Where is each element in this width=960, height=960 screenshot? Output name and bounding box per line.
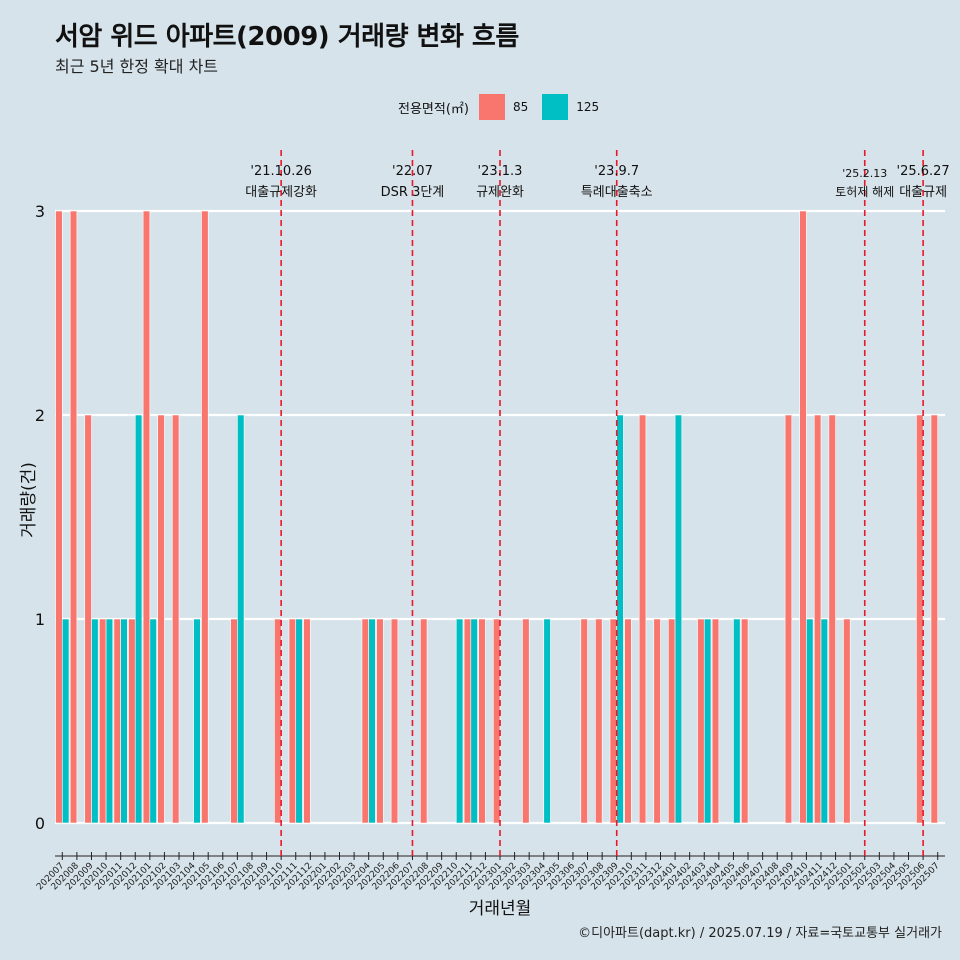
bar-125-202204	[368, 618, 376, 824]
bar-85-202307	[580, 618, 588, 824]
event-label-202502: 토허제 해제	[835, 185, 894, 199]
y-tick-label: 3	[35, 202, 45, 221]
bar-125-202009	[91, 618, 99, 824]
event-date-202207: '22.07	[392, 164, 433, 179]
bar-125-202104	[193, 618, 201, 824]
bar-85-202110	[274, 618, 282, 824]
bar-85-202406	[741, 618, 749, 824]
legend-label-125: 125	[576, 100, 600, 114]
bar-85-202312	[653, 618, 661, 824]
event-label-202301: 규제완화	[476, 185, 524, 200]
legend: 전용면적(㎡) 85 125	[398, 94, 603, 120]
bar-85-202310	[624, 618, 632, 824]
bar-85-202301	[492, 618, 501, 824]
event-label-202110: 대출규제강화	[245, 185, 317, 200]
bar-85-202409	[784, 414, 793, 824]
bar-85-202103	[172, 414, 180, 824]
chart-subtitle: 최근 5년 한정 확대 차트	[55, 57, 219, 76]
event-date-202301: '23.1.3	[478, 164, 523, 179]
bar-85-202403	[697, 618, 705, 824]
bar-85-202204	[361, 618, 369, 824]
event-label-202309: 특례대출축소	[581, 185, 653, 200]
y-tick-label: 0	[35, 814, 45, 833]
event-label-202207: DSR 3단계	[381, 185, 445, 200]
bar-85-202501	[843, 618, 851, 824]
y-tick-label: 1	[35, 610, 45, 629]
bar-85-202411	[813, 414, 822, 824]
bar-125-202410	[806, 618, 814, 824]
bar-85-202311	[638, 414, 647, 824]
bar-85-202308	[595, 618, 603, 824]
bar-85-202404	[711, 618, 720, 824]
bar-85-202105	[201, 210, 209, 824]
y-axis-title: 거래량(건)	[19, 462, 39, 538]
bar-125-202401	[674, 414, 683, 824]
bar-125-202011	[120, 618, 128, 824]
bar-85-202007	[55, 210, 63, 824]
bar-125-202012	[134, 414, 143, 824]
bar-85-202211	[463, 618, 472, 824]
event-date-202506: '25.6.27	[897, 164, 950, 179]
bar-85-202010	[99, 618, 107, 824]
legend-key-85	[478, 94, 505, 120]
bar-85-202412	[828, 414, 836, 824]
event-date-202110: '21.10.26	[250, 164, 311, 179]
bar-85-202506	[916, 414, 924, 824]
bar-85-202107	[230, 618, 238, 824]
chart-title: 서암 위드 아파트(2009) 거래량 변화 흐름	[55, 22, 519, 52]
bar-125-202101	[149, 618, 157, 824]
bar-85-202303	[522, 618, 530, 824]
bar-85-202011	[113, 618, 121, 824]
event-date-202502: '25.2.13	[842, 167, 887, 180]
bar-125-202411	[820, 618, 828, 824]
bar-85-202507	[930, 414, 939, 824]
bar-125-202010	[105, 618, 114, 824]
bar-85-202208	[420, 618, 428, 824]
bar-125-202403	[703, 618, 712, 824]
bar-125-202405	[733, 618, 741, 824]
event-date-202309: '23.9.7	[594, 164, 639, 179]
bar-85-202102	[157, 414, 165, 824]
bar-85-202101	[142, 210, 151, 824]
legend-key-125	[542, 94, 569, 120]
bar-125-202107	[237, 414, 245, 824]
bar-85-202401	[668, 618, 676, 824]
footer-caption: ©디아파트(dapt.kr) / 2025.07.19 / 자료=국토교통부 실…	[578, 926, 942, 941]
bar-85-202112	[303, 618, 311, 824]
bar-85-202012	[128, 618, 136, 824]
bar-125-202309	[616, 414, 624, 824]
bar-85-202008	[69, 210, 78, 824]
bar-85-202009	[84, 414, 92, 824]
y-tick-label: 2	[35, 406, 45, 425]
legend-title: 전용면적(㎡)	[398, 101, 469, 117]
bar-125-202304	[543, 618, 551, 824]
bar-125-202111	[295, 618, 303, 824]
bar-85-202205	[376, 618, 384, 824]
x-axis-title: 거래년월	[469, 899, 532, 919]
bar-85-202111	[288, 618, 297, 824]
legend-label-85: 85	[512, 100, 529, 114]
bar-85-202309	[609, 618, 618, 824]
bar-85-202212	[478, 618, 486, 824]
event-label-202506: 대출규제	[899, 185, 947, 200]
bar-125-202210	[455, 618, 464, 824]
bar-125-202211	[470, 618, 478, 824]
bar-85-202410	[799, 210, 807, 824]
bar-125-202007	[61, 618, 70, 824]
bar-85-202206	[390, 618, 399, 824]
